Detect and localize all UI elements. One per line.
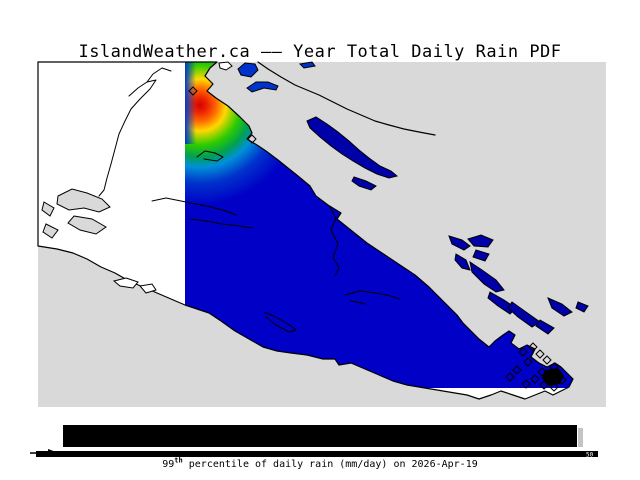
colorbar-max-label: 50 — [586, 452, 594, 459]
alberni-inlet-contour — [329, 206, 340, 277]
sound-water — [41, 201, 55, 217]
gulf-island — [547, 297, 573, 317]
arrow-icon — [30, 449, 59, 457]
gulf-island — [469, 260, 505, 293]
gulf-island — [535, 319, 555, 335]
mainland-coastline — [257, 61, 436, 136]
lake-contour — [151, 197, 237, 216]
lake-contour — [344, 290, 400, 300]
caption-ordinal: th — [174, 456, 183, 465]
lake-contour — [350, 300, 367, 305]
inlet-contour — [98, 67, 172, 197]
sound-water — [56, 188, 111, 213]
station-cluster-blob — [542, 368, 564, 386]
islet-arc — [246, 81, 279, 93]
lake-contour — [189, 218, 253, 229]
island-lasqueti — [467, 234, 494, 248]
station-markers — [188, 86, 567, 392]
rain-pdf-field — [185, 62, 573, 388]
colorbar-shadow — [578, 428, 583, 447]
lake-contour — [196, 150, 224, 162]
island-small — [351, 176, 377, 191]
gulf-island — [575, 301, 589, 313]
inlet-contour — [128, 81, 148, 97]
islet-white — [139, 283, 157, 294]
caption-number: 99 — [162, 459, 175, 470]
plot-title: IslandWeather.ca —— Year Total Daily Rai… — [78, 42, 562, 62]
sound-water — [42, 223, 59, 239]
colorbar-axis-strip — [36, 451, 598, 457]
islet-white — [112, 277, 139, 289]
islet-malcolm — [237, 62, 259, 78]
lake-contour — [263, 311, 297, 333]
islet-sliver — [298, 61, 316, 69]
plot-caption: 99th percentile of daily rain (mm/day) o… — [0, 456, 640, 470]
island-small — [472, 249, 490, 262]
gulf-island — [448, 235, 471, 251]
colorbar — [63, 425, 577, 447]
caption-text: percentile of daily rain (mm/day) on 202… — [182, 459, 478, 470]
island-texada — [306, 116, 399, 179]
gulf-island — [507, 301, 541, 328]
gulf-island — [454, 253, 471, 271]
islet-white — [218, 61, 233, 71]
sound-water — [67, 215, 107, 235]
